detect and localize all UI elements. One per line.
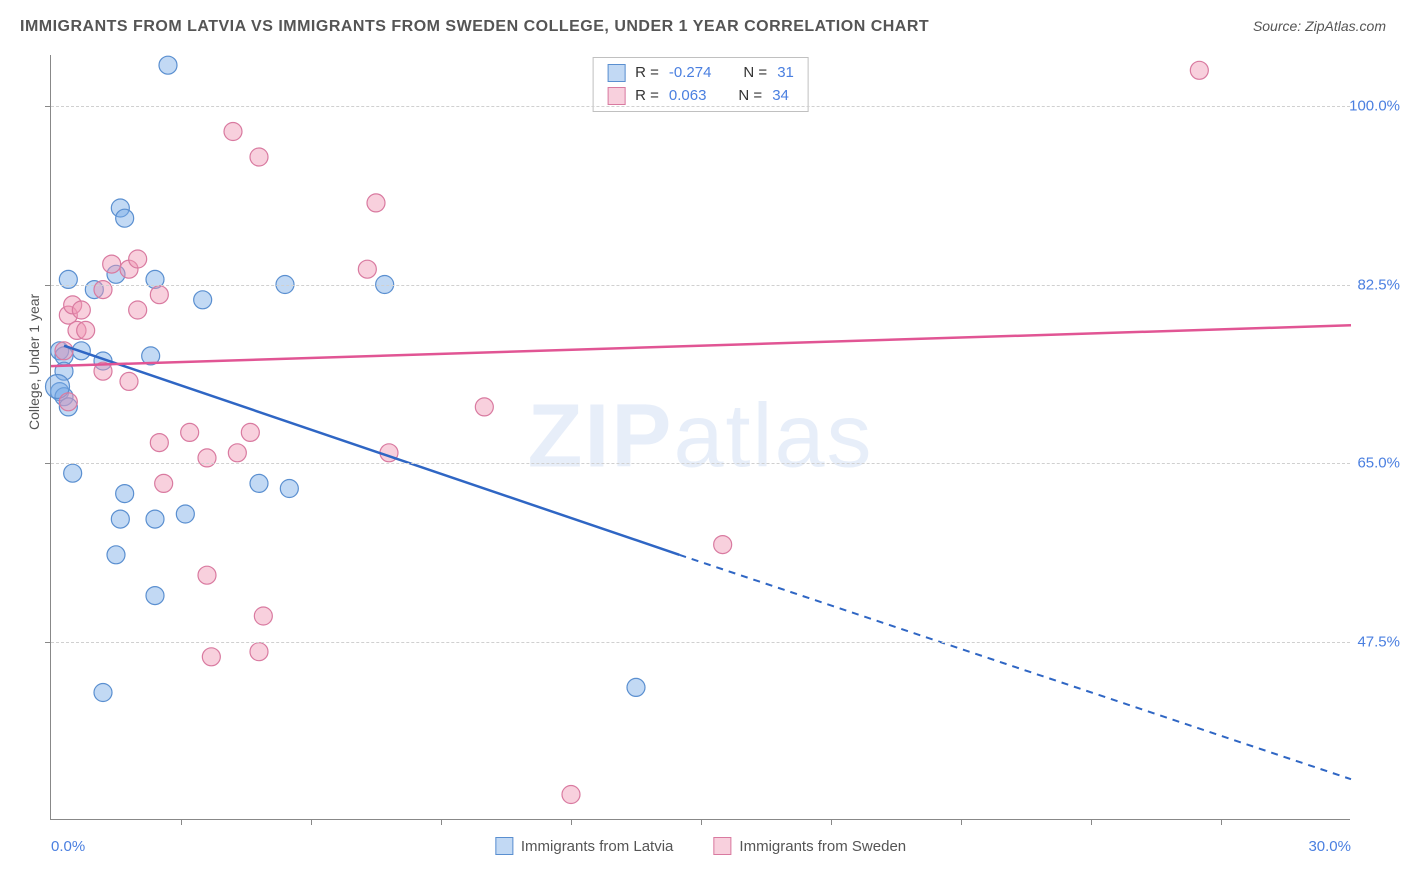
source-attribution: Source: ZipAtlas.com — [1253, 18, 1386, 34]
scatter-point — [254, 607, 272, 625]
tick-mark — [45, 285, 51, 286]
tick-mark — [441, 819, 442, 825]
x-tick-label: 0.0% — [51, 838, 85, 855]
scatter-point — [241, 423, 259, 441]
scatter-point — [250, 148, 268, 166]
scatter-point — [194, 291, 212, 309]
r-value: 0.063 — [669, 85, 707, 108]
tick-mark — [311, 819, 312, 825]
n-value: 31 — [777, 62, 794, 85]
scatter-point — [59, 270, 77, 288]
scatter-point — [120, 372, 138, 390]
scatter-point — [627, 678, 645, 696]
scatter-point — [224, 123, 242, 141]
scatter-point — [202, 648, 220, 666]
scatter-point — [562, 786, 580, 804]
series-swatch — [607, 87, 625, 105]
scatter-point — [250, 643, 268, 661]
y-tick-label: 82.5% — [1340, 276, 1400, 293]
tick-mark — [45, 463, 51, 464]
scatter-point — [280, 480, 298, 498]
n-value: 34 — [772, 85, 789, 108]
scatter-point — [72, 301, 90, 319]
y-tick-label: 100.0% — [1340, 98, 1400, 115]
legend-label: Immigrants from Latvia — [521, 838, 674, 855]
scatter-point — [250, 474, 268, 492]
scatter-point — [155, 474, 173, 492]
legend-item: Immigrants from Sweden — [713, 837, 906, 855]
legend-item: Immigrants from Latvia — [495, 837, 674, 855]
r-value: -0.274 — [669, 62, 712, 85]
scatter-point — [714, 536, 732, 554]
scatter-point — [150, 286, 168, 304]
scatter-point — [198, 449, 216, 467]
scatter-point — [116, 209, 134, 227]
stats-row: R = 0.063 N = 34 — [607, 85, 794, 108]
y-axis-label: College, Under 1 year — [26, 294, 42, 430]
tick-mark — [45, 642, 51, 643]
tick-mark — [701, 819, 702, 825]
scatter-point — [159, 56, 177, 74]
scatter-point — [55, 342, 73, 360]
scatter-point — [150, 434, 168, 452]
gridline-horizontal — [51, 285, 1350, 286]
scatter-point — [64, 464, 82, 482]
tick-mark — [45, 106, 51, 107]
chart-svg — [51, 55, 1350, 819]
tick-mark — [831, 819, 832, 825]
scatter-point — [103, 255, 121, 273]
scatter-point — [146, 510, 164, 528]
series-swatch — [607, 64, 625, 82]
scatter-point — [94, 684, 112, 702]
scatter-point — [77, 321, 95, 339]
trend-line — [51, 325, 1351, 366]
scatter-point — [59, 393, 77, 411]
legend-swatch — [495, 837, 513, 855]
scatter-point — [176, 505, 194, 523]
scatter-point — [358, 260, 376, 278]
scatter-point — [116, 485, 134, 503]
legend-label: Immigrants from Sweden — [739, 838, 906, 855]
series-legend: Immigrants from Latvia Immigrants from S… — [495, 837, 906, 855]
trend-line-extrapolated — [679, 555, 1351, 779]
r-label: R = — [635, 62, 659, 85]
scatter-point — [228, 444, 246, 462]
chart-title: IMMIGRANTS FROM LATVIA VS IMMIGRANTS FRO… — [20, 18, 929, 36]
scatter-point — [129, 301, 147, 319]
scatter-point — [181, 423, 199, 441]
y-tick-label: 47.5% — [1340, 633, 1400, 650]
stats-row: R = -0.274 N = 31 — [607, 62, 794, 85]
x-tick-label: 30.0% — [1308, 838, 1351, 855]
tick-mark — [571, 819, 572, 825]
correlation-stats-box: R = -0.274 N = 31 R = 0.063 N = 34 — [592, 57, 809, 112]
tick-mark — [1091, 819, 1092, 825]
n-label: N = — [738, 85, 762, 108]
scatter-point — [367, 194, 385, 212]
scatter-point — [198, 566, 216, 584]
scatter-point — [129, 250, 147, 268]
tick-mark — [961, 819, 962, 825]
r-label: R = — [635, 85, 659, 108]
tick-mark — [181, 819, 182, 825]
legend-swatch — [713, 837, 731, 855]
y-tick-label: 65.0% — [1340, 455, 1400, 472]
chart-plot-area: ZIPatlas R = -0.274 N = 31 R = 0.063 N =… — [50, 55, 1350, 820]
gridline-horizontal — [51, 106, 1350, 107]
scatter-point — [111, 510, 129, 528]
tick-mark — [1221, 819, 1222, 825]
gridline-horizontal — [51, 642, 1350, 643]
scatter-point — [146, 587, 164, 605]
scatter-point — [107, 546, 125, 564]
scatter-point — [1190, 61, 1208, 79]
gridline-horizontal — [51, 463, 1350, 464]
scatter-point — [94, 281, 112, 299]
scatter-point — [475, 398, 493, 416]
n-label: N = — [743, 62, 767, 85]
